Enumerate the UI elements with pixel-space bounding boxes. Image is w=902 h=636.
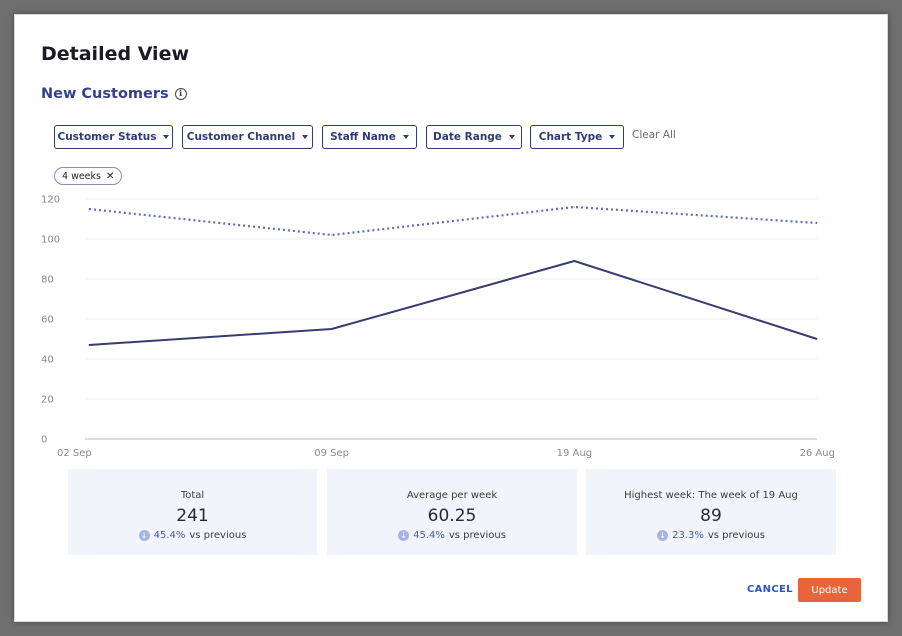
chart-type-filter[interactable]: Chart Type — [530, 125, 624, 149]
customer-status-filter[interactable]: Customer Status — [54, 125, 173, 149]
stat-change: ↓ 23.3% vs previous — [586, 530, 836, 541]
data-point — [816, 222, 818, 224]
stat-value: 241 — [176, 506, 209, 526]
caret-down-icon — [609, 135, 616, 139]
section-title: New Customers i — [41, 86, 187, 102]
y-tick-label: 20 — [41, 395, 54, 406]
close-icon[interactable]: ✕ — [105, 170, 115, 182]
stat-card-highest-week: Highest week: The week of 19 Aug 89 ↓ 23… — [586, 469, 836, 555]
detailed-view-modal: Detailed View New Customers i Customer S… — [14, 14, 888, 622]
y-tick-label: 40 — [41, 355, 54, 366]
caret-down-icon — [402, 135, 409, 139]
data-point — [331, 234, 333, 236]
update-button[interactable]: Update — [798, 578, 861, 602]
arrow-down-icon: ↓ — [657, 530, 669, 541]
caret-down-icon — [302, 135, 309, 139]
stat-label: Total — [180, 490, 205, 501]
data-point — [88, 344, 90, 346]
stat-label: Highest week: The week of 19 Aug — [624, 490, 798, 501]
y-tick-label: 0 — [41, 435, 47, 446]
arrow-down-icon: ↓ — [398, 530, 410, 541]
modal-title: Detailed View — [41, 43, 190, 65]
data-point — [331, 328, 333, 330]
stat-card-total: Total 241 ↓ 45.4% vs previous — [68, 469, 317, 555]
stat-label: Average per week — [406, 490, 498, 501]
filter-label: Staff Name — [330, 131, 396, 143]
x-tick-label: 09 Sep — [314, 448, 349, 459]
info-icon[interactable]: i — [174, 88, 187, 100]
cancel-button[interactable]: CANCEL — [747, 584, 793, 595]
data-point — [816, 338, 818, 340]
clear-all-link[interactable]: Clear All — [632, 129, 676, 141]
date-range-filter[interactable]: Date Range — [426, 125, 522, 149]
data-point — [573, 260, 575, 262]
y-tick-label: 100 — [41, 235, 60, 246]
stat-change-suffix: vs previous — [707, 530, 765, 541]
line-chart: 0 20 40 60 80 100 120 02 Sep 09 Sep 19 Aug 26 Aug — [41, 195, 835, 460]
stat-card-average: Average per week 60.25 ↓ 45.4% vs previo… — [327, 469, 577, 555]
x-tick-label: 26 Aug — [800, 448, 835, 459]
y-tick-label: 80 — [41, 275, 54, 286]
stat-change-percent: 23.3% — [672, 530, 704, 541]
section-title-text: New Customers — [41, 86, 169, 102]
data-point — [573, 206, 575, 208]
filter-label: Chart Type — [538, 131, 603, 143]
stat-value: 89 — [700, 506, 722, 526]
caret-down-icon — [163, 135, 170, 139]
stat-change: ↓ 45.4% vs previous — [68, 530, 317, 541]
arrow-down-icon: ↓ — [138, 530, 150, 541]
stat-value: 60.25 — [427, 506, 477, 526]
stat-change: ↓ 45.4% vs previous — [327, 530, 577, 541]
stat-change-suffix: vs previous — [448, 530, 506, 541]
caret-down-icon — [508, 135, 515, 139]
staff-name-filter[interactable]: Staff Name — [322, 125, 417, 149]
active-filter-chip: 4 weeks ✕ — [54, 167, 123, 185]
x-tick-label: 02 Sep — [57, 448, 92, 459]
y-tick-label: 60 — [41, 315, 54, 326]
filter-label: Customer Status — [57, 131, 157, 143]
series-line-dotted — [88, 205, 818, 237]
stat-change-suffix: vs previous — [189, 530, 247, 541]
customer-channel-filter[interactable]: Customer Channel — [182, 125, 313, 149]
x-tick-label: 19 Aug — [557, 448, 592, 459]
series-line-solid — [88, 260, 818, 346]
stat-change-percent: 45.4% — [413, 530, 445, 541]
filter-label: Customer Channel — [186, 131, 296, 143]
y-tick-label: 120 — [41, 195, 60, 206]
filter-label: Date Range — [433, 131, 502, 143]
stat-change-percent: 45.4% — [153, 530, 186, 541]
data-point — [88, 208, 90, 210]
chip-label: 4 weeks — [62, 170, 101, 182]
